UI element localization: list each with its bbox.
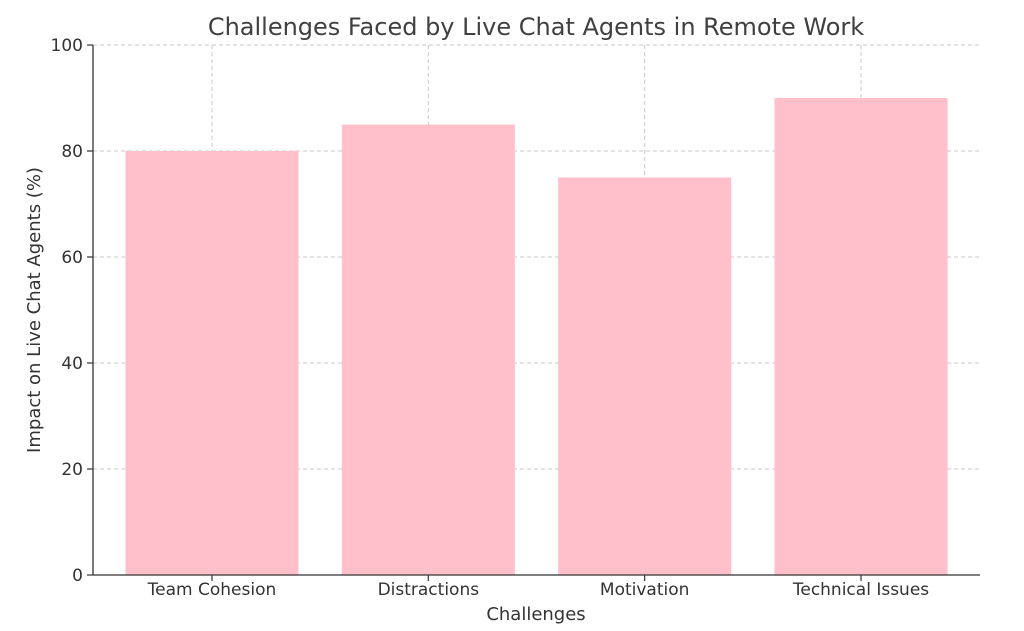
bar — [341, 124, 515, 575]
axes — [87, 44, 980, 581]
bar — [125, 151, 299, 575]
y-tick-label: 20 — [61, 460, 83, 480]
x-tick-label: Motivation — [600, 580, 690, 600]
y-tick-label: 100 — [51, 36, 83, 56]
x-axis-label: Challenges — [486, 604, 585, 625]
tick-labels: 0 20 40 60 80 100 Team Cohesion Distractions Mot… — [51, 36, 930, 600]
y-axis-label: Impact on Live Chat Agents (%) — [24, 167, 45, 453]
chart-title: Challenges Faced by Live Chat Agents in … — [208, 13, 864, 41]
y-tick-label: 60 — [61, 248, 83, 268]
y-tick-label: 40 — [61, 354, 83, 374]
x-tick-label: Distractions — [378, 580, 480, 600]
bars — [125, 98, 948, 575]
y-tick-label: 80 — [61, 142, 83, 162]
bar — [558, 177, 732, 575]
x-tick-label: Technical Issues — [792, 580, 929, 600]
y-tick-label: 0 — [72, 566, 83, 586]
bar — [774, 98, 948, 575]
x-tick-label: Team Cohesion — [147, 580, 277, 600]
